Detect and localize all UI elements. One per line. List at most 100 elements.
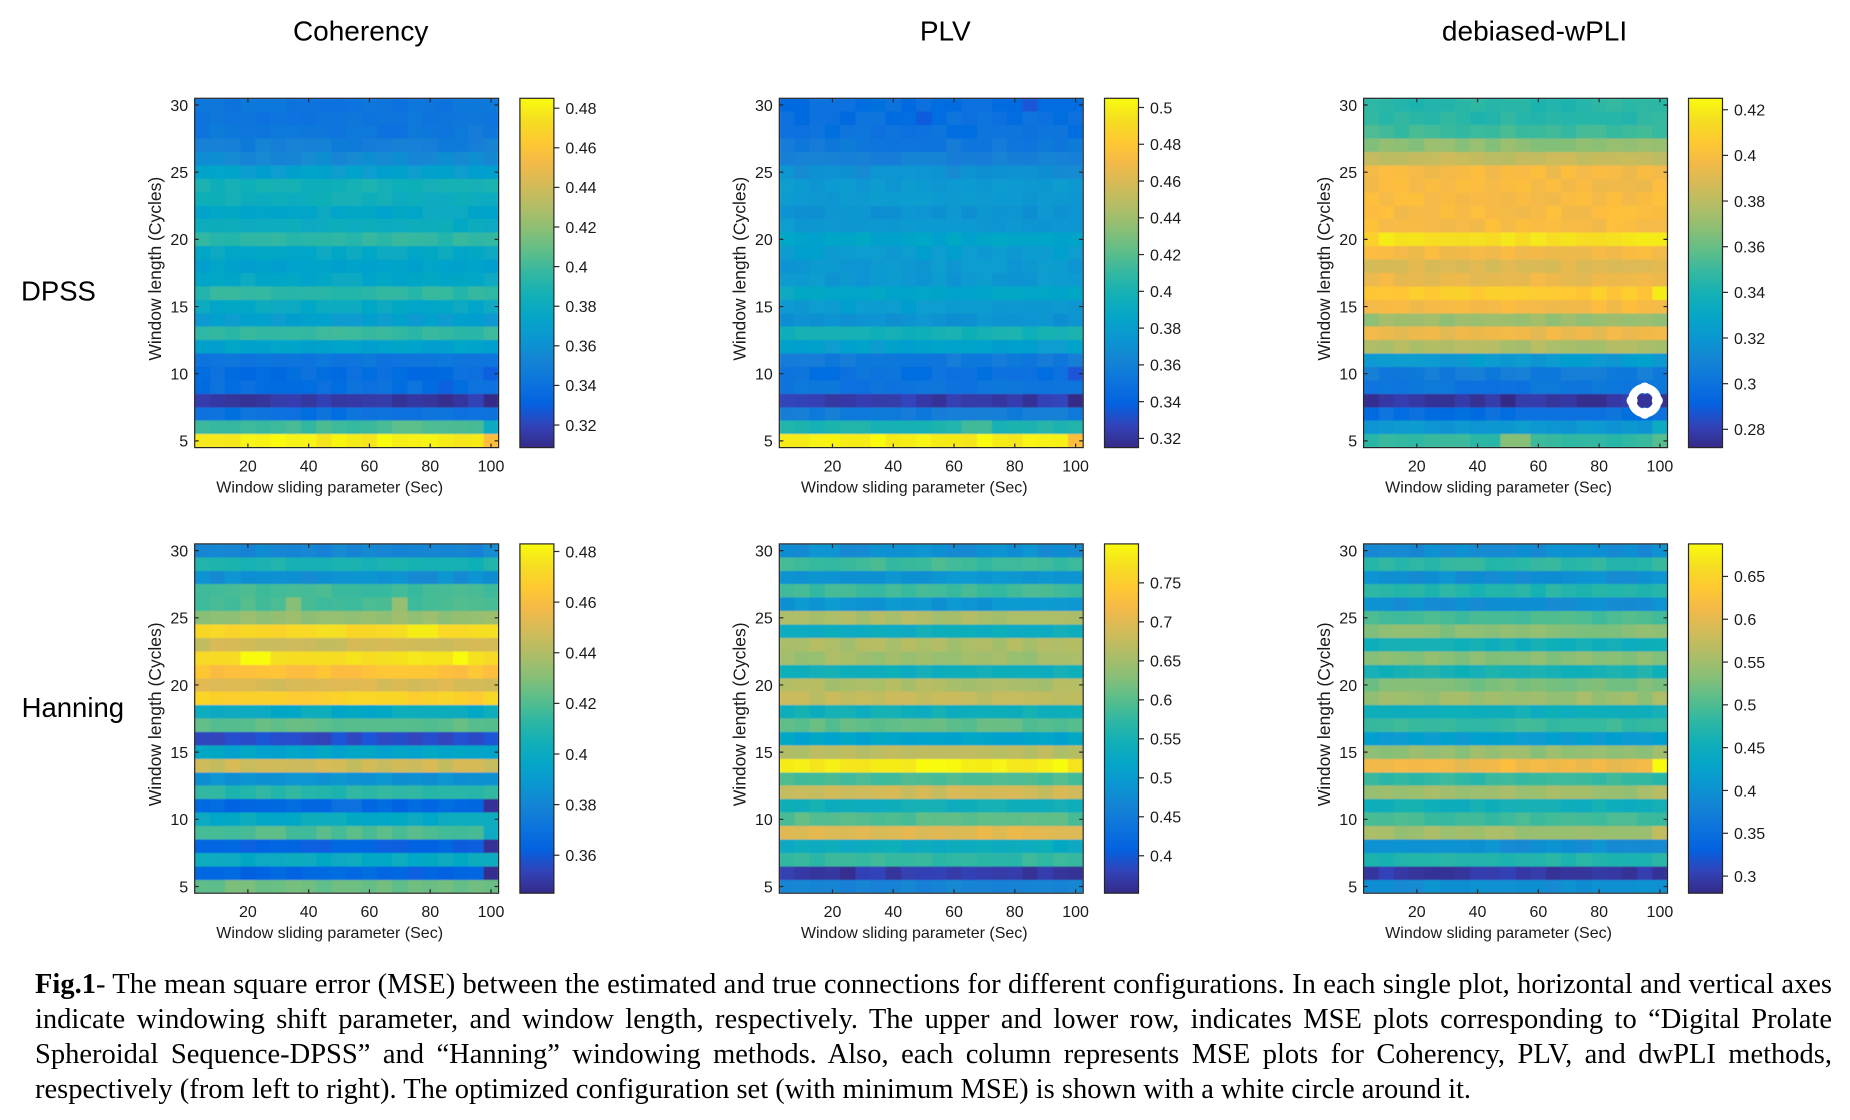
svg-text:60: 60: [945, 458, 963, 475]
svg-text:0.38: 0.38: [1150, 321, 1181, 338]
svg-text:15: 15: [170, 745, 188, 762]
svg-text:40: 40: [884, 904, 902, 921]
svg-text:0.3: 0.3: [1734, 869, 1756, 886]
svg-text:PLV: PLV: [920, 15, 971, 46]
svg-text:Window length (Cycles): Window length (Cycles): [1314, 622, 1334, 806]
svg-text:0.4: 0.4: [1150, 849, 1172, 866]
svg-text:Window sliding parameter (Sec): Window sliding parameter (Sec): [801, 925, 1028, 942]
svg-text:0.5: 0.5: [1150, 100, 1172, 117]
svg-text:40: 40: [1469, 904, 1487, 921]
svg-text:5: 5: [179, 434, 188, 451]
svg-text:0.4: 0.4: [1734, 148, 1756, 165]
svg-text:Window sliding parameter (Sec): Window sliding parameter (Sec): [216, 480, 443, 497]
svg-text:80: 80: [1590, 904, 1608, 921]
svg-text:0.36: 0.36: [1150, 358, 1181, 375]
svg-text:80: 80: [421, 904, 439, 921]
svg-text:Window length (Cycles): Window length (Cycles): [730, 622, 750, 806]
svg-text:Window sliding parameter (Sec): Window sliding parameter (Sec): [216, 925, 443, 942]
svg-text:20: 20: [755, 678, 773, 695]
svg-text:0.36: 0.36: [565, 339, 596, 356]
svg-text:20: 20: [239, 904, 257, 921]
svg-text:0.6: 0.6: [1734, 612, 1756, 629]
svg-text:30: 30: [170, 98, 188, 115]
svg-text:debiased-wPLI: debiased-wPLI: [1442, 15, 1627, 46]
svg-text:20: 20: [755, 232, 773, 249]
svg-text:15: 15: [170, 299, 188, 316]
svg-text:15: 15: [1339, 745, 1357, 762]
svg-text:25: 25: [170, 165, 188, 182]
svg-text:0.35: 0.35: [1734, 826, 1765, 843]
svg-text:0.44: 0.44: [565, 646, 596, 663]
svg-text:0.34: 0.34: [1150, 394, 1181, 411]
svg-text:25: 25: [1339, 165, 1357, 182]
svg-text:60: 60: [361, 458, 379, 475]
svg-text:40: 40: [300, 904, 318, 921]
svg-text:Window sliding parameter (Sec): Window sliding parameter (Sec): [801, 480, 1028, 497]
svg-text:0.55: 0.55: [1150, 732, 1181, 749]
svg-text:0.48: 0.48: [565, 544, 596, 561]
svg-text:0.4: 0.4: [1150, 284, 1172, 301]
svg-text:0.46: 0.46: [565, 595, 596, 612]
svg-text:0.28: 0.28: [1734, 422, 1765, 439]
svg-text:80: 80: [1006, 458, 1024, 475]
svg-text:0.46: 0.46: [565, 141, 596, 158]
svg-text:15: 15: [755, 745, 773, 762]
svg-text:5: 5: [179, 879, 188, 896]
svg-text:25: 25: [1339, 611, 1357, 628]
svg-text:DPSS: DPSS: [21, 276, 96, 307]
svg-text:60: 60: [361, 904, 379, 921]
svg-text:0.38: 0.38: [565, 299, 596, 316]
svg-text:60: 60: [1529, 904, 1547, 921]
svg-text:0.32: 0.32: [1734, 331, 1765, 348]
svg-text:5: 5: [764, 434, 773, 451]
svg-text:20: 20: [239, 458, 257, 475]
svg-text:20: 20: [1408, 904, 1426, 921]
svg-text:10: 10: [170, 367, 188, 384]
svg-text:25: 25: [170, 611, 188, 628]
svg-text:15: 15: [755, 299, 773, 316]
svg-text:30: 30: [1339, 543, 1357, 560]
svg-text:20: 20: [1339, 678, 1357, 695]
svg-text:0.5: 0.5: [1150, 771, 1172, 788]
svg-text:0.38: 0.38: [565, 797, 596, 814]
svg-text:30: 30: [755, 98, 773, 115]
svg-text:0.4: 0.4: [1734, 783, 1756, 800]
svg-text:0.4: 0.4: [565, 259, 587, 276]
svg-text:0.34: 0.34: [1734, 285, 1765, 302]
svg-text:25: 25: [755, 165, 773, 182]
svg-text:5: 5: [1348, 434, 1357, 451]
svg-text:100: 100: [478, 904, 505, 921]
svg-text:5: 5: [764, 879, 773, 896]
svg-text:20: 20: [824, 904, 842, 921]
svg-text:20: 20: [170, 232, 188, 249]
svg-text:0.4: 0.4: [565, 747, 587, 764]
svg-text:0.36: 0.36: [1734, 240, 1765, 257]
svg-text:Window length (Cycles): Window length (Cycles): [145, 177, 165, 361]
svg-text:40: 40: [300, 458, 318, 475]
svg-text:0.48: 0.48: [1150, 137, 1181, 154]
svg-text:Window sliding parameter (Sec): Window sliding parameter (Sec): [1385, 480, 1612, 497]
svg-text:Window sliding parameter (Sec): Window sliding parameter (Sec): [1385, 925, 1612, 942]
svg-text:80: 80: [1006, 904, 1024, 921]
svg-text:0.3: 0.3: [1734, 376, 1756, 393]
svg-text:80: 80: [421, 458, 439, 475]
svg-text:0.32: 0.32: [565, 418, 596, 435]
svg-text:0.46: 0.46: [1150, 174, 1181, 191]
svg-text:0.55: 0.55: [1734, 655, 1765, 672]
svg-text:10: 10: [1339, 812, 1357, 829]
svg-text:Hanning: Hanning: [22, 692, 124, 723]
svg-text:100: 100: [1062, 904, 1089, 921]
svg-text:10: 10: [755, 367, 773, 384]
svg-text:0.42: 0.42: [1150, 247, 1181, 264]
svg-text:30: 30: [755, 543, 773, 560]
svg-text:60: 60: [945, 904, 963, 921]
svg-text:0.44: 0.44: [1150, 211, 1181, 228]
svg-text:30: 30: [1339, 98, 1357, 115]
svg-text:Coherency: Coherency: [293, 15, 428, 46]
svg-text:0.5: 0.5: [1734, 698, 1756, 715]
svg-text:0.45: 0.45: [1150, 810, 1181, 827]
svg-text:0.42: 0.42: [1734, 103, 1765, 120]
svg-text:0.42: 0.42: [565, 220, 596, 237]
svg-text:0.42: 0.42: [565, 696, 596, 713]
svg-text:Window length (Cycles): Window length (Cycles): [1314, 177, 1334, 361]
